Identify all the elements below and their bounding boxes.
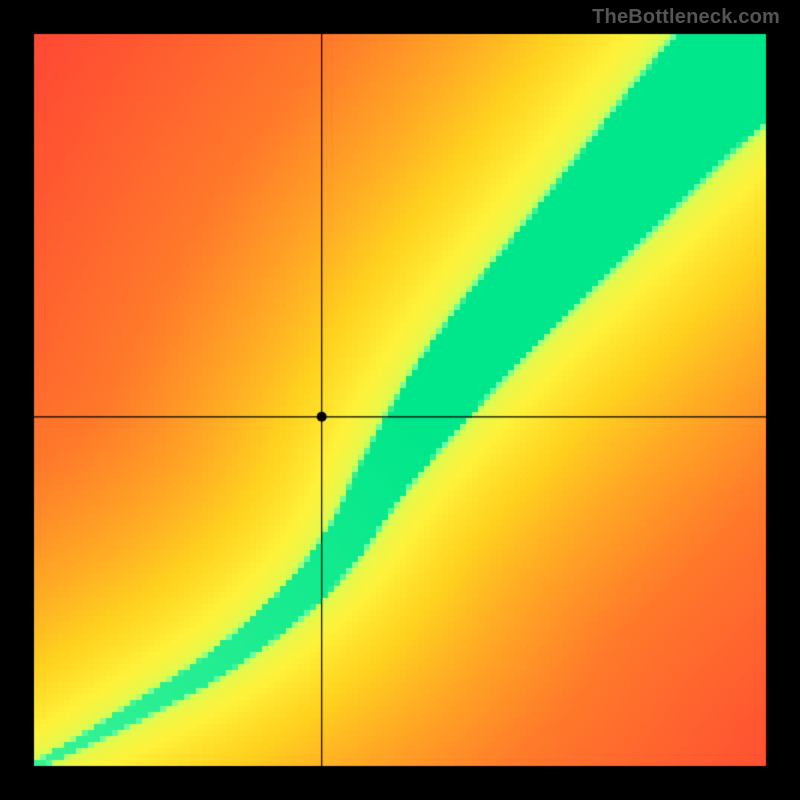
watermark-text: TheBottleneck.com — [592, 6, 780, 29]
bottleneck-heatmap-canvas — [0, 0, 800, 800]
chart-container: TheBottleneck.com — [0, 0, 800, 800]
